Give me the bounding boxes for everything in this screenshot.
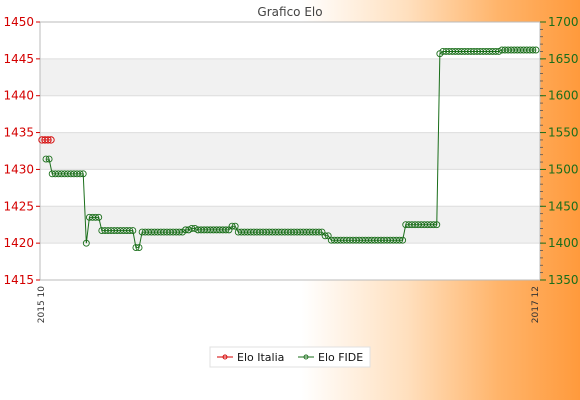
- data-point-elo-italia: [44, 136, 52, 144]
- right-tick-label: 1550: [548, 126, 579, 140]
- data-point-elo-fide: [188, 224, 196, 232]
- data-point-elo-fide: [191, 224, 199, 232]
- left-tick-label: 1425: [3, 199, 34, 213]
- grid-band: [40, 132, 540, 170]
- right-tick-label: 1450: [548, 199, 579, 213]
- data-point-elo-italia: [47, 136, 55, 144]
- data-point-elo-fide: [92, 213, 100, 221]
- data-point-elo-fide: [492, 48, 500, 55]
- left-tick-label: 1440: [3, 89, 34, 103]
- data-point-elo-fide: [79, 170, 87, 178]
- data-point-elo-fide: [222, 226, 230, 234]
- data-point-elo-fide: [495, 48, 503, 55]
- data-point-elo-fide: [399, 236, 407, 244]
- left-tick-label: 1450: [3, 15, 34, 29]
- chart-title: Grafico Elo: [257, 5, 322, 19]
- data-point-elo-fide: [42, 155, 50, 163]
- grid-band: [40, 58, 540, 96]
- data-point-elo-fide: [95, 213, 103, 221]
- right-tick-label: 1400: [548, 236, 579, 250]
- data-point-elo-fide: [45, 155, 53, 163]
- data-point-elo-fide: [126, 227, 134, 235]
- data-point-elo-fide: [132, 244, 140, 252]
- right-tick-label: 1700: [548, 15, 579, 29]
- right-tick-label: 1350: [548, 273, 579, 287]
- data-point-elo-fide: [228, 222, 236, 230]
- data-point-elo-fide: [185, 226, 193, 234]
- legend-marker-elo-italia: [222, 354, 228, 360]
- legend-label-elo-fide: Elo FIDE: [318, 351, 363, 364]
- grid-band: [40, 206, 540, 244]
- x-tick-label: 2015 10: [37, 286, 47, 323]
- legend-label-elo-italia: Elo Italia: [237, 351, 284, 364]
- data-point-elo-fide: [532, 46, 540, 54]
- data-point-elo-fide: [231, 222, 239, 230]
- left-tick-label: 1430: [3, 162, 34, 176]
- data-point-elo-fide: [430, 221, 438, 229]
- legend-box: [209, 346, 371, 368]
- data-point-elo-fide: [182, 226, 190, 234]
- data-point-elo-fide: [175, 228, 183, 236]
- x-tick-label: 2017 12: [531, 286, 541, 323]
- data-point-elo-fide: [396, 236, 403, 244]
- left-tick-label: 1445: [3, 52, 34, 66]
- data-point-elo-fide: [135, 244, 143, 252]
- data-point-elo-fide: [129, 227, 137, 235]
- plot-border: [39, 21, 541, 281]
- data-point-elo-fide: [315, 228, 323, 236]
- data-point-elo-fide: [433, 221, 441, 229]
- left-tick-label: 1415: [3, 273, 34, 287]
- data-point-elo-fide: [82, 239, 90, 247]
- right-tick-label: 1600: [548, 89, 579, 103]
- right-tick-label: 1500: [548, 162, 579, 176]
- left-tick-label: 1420: [3, 236, 34, 250]
- data-point-elo-fide: [76, 170, 84, 178]
- legend: Elo Italia Elo FIDE: [209, 346, 371, 368]
- data-point-elo-fide: [529, 46, 537, 54]
- data-point-elo-fide: [321, 232, 329, 240]
- legend-marker-elo-fide: [303, 354, 309, 360]
- left-tick-label: 1435: [3, 126, 34, 140]
- right-tick-label: 1650: [548, 52, 579, 66]
